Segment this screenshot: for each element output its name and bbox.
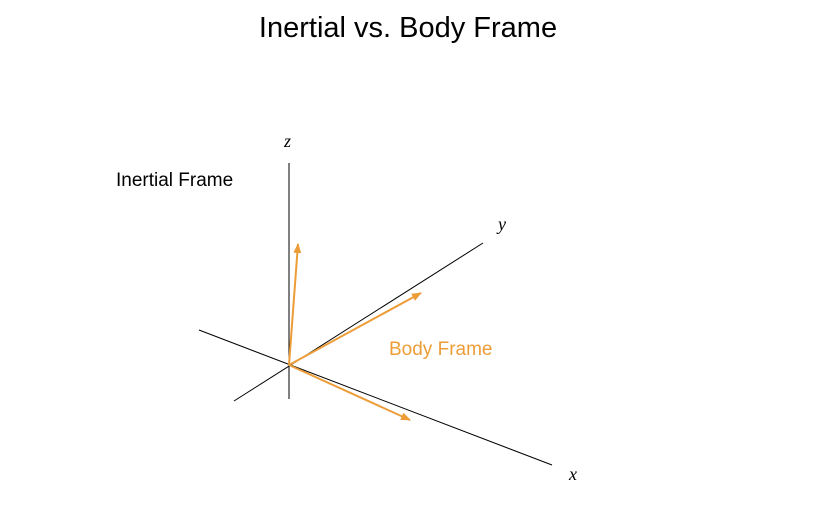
y-axis-line: [233, 242, 484, 402]
inertial-frame-label: Inertial Frame: [116, 170, 234, 191]
x-axis-line: [198, 329, 553, 466]
body-y-arrow: [288, 292, 422, 366]
body-x-arrow: [288, 364, 411, 421]
x-axis-label: x: [569, 464, 577, 484]
diagram-title: Inertial vs. Body Frame: [258, 12, 558, 44]
body-frame-vectors: [288, 243, 422, 421]
inertial-axes: [198, 163, 553, 466]
z-axis-label: z: [284, 131, 292, 151]
y-axis-label: y: [498, 214, 506, 234]
body-frame-label: Body Frame: [389, 339, 493, 360]
body-z-arrow: [288, 243, 302, 366]
